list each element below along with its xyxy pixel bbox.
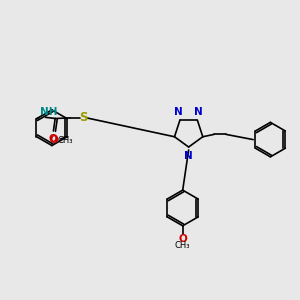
- Text: CH₃: CH₃: [57, 136, 73, 145]
- Text: O: O: [178, 234, 187, 244]
- Text: NH: NH: [40, 107, 58, 117]
- Text: N: N: [174, 107, 183, 117]
- Text: O: O: [49, 134, 58, 144]
- Text: S: S: [79, 111, 87, 124]
- Text: O: O: [50, 135, 58, 145]
- Text: CH₃: CH₃: [175, 241, 190, 250]
- Text: N: N: [194, 107, 203, 117]
- Text: N: N: [184, 151, 193, 160]
